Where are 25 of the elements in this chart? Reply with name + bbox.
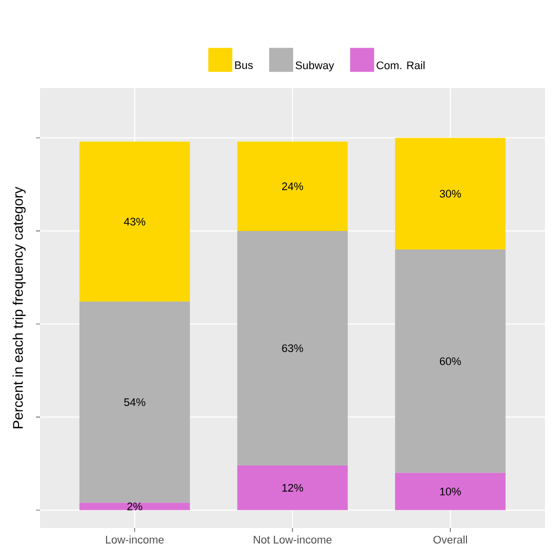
data-label: 43% — [124, 218, 146, 226]
x-tick-label: Low-income — [106, 536, 164, 544]
bar — [237, 230, 348, 466]
bar — [395, 250, 506, 473]
x-tick-label: Not Low-income — [254, 536, 332, 544]
legend-label: Subway — [296, 61, 334, 72]
bar — [79, 302, 190, 503]
bar — [237, 142, 348, 231]
data-label: 30% — [440, 190, 461, 198]
legend-label: Bus — [235, 61, 253, 70]
data-label: 10% — [440, 488, 461, 496]
data-label: 24% — [282, 182, 304, 190]
x-tick-label: Overall — [433, 536, 467, 544]
legend-label: Com. Rail — [376, 61, 424, 70]
bar — [79, 502, 190, 510]
bar — [395, 472, 506, 510]
data-label: 2% — [127, 502, 142, 510]
bar — [237, 465, 348, 510]
data-label: 12% — [282, 484, 304, 492]
bar — [395, 138, 506, 250]
data-label: 54% — [124, 398, 146, 406]
y-axis-title: Percent in each trip frequency category — [12, 186, 26, 428]
bar — [79, 142, 190, 302]
data-label: 60% — [440, 357, 461, 366]
data-label: 63% — [282, 344, 304, 352]
